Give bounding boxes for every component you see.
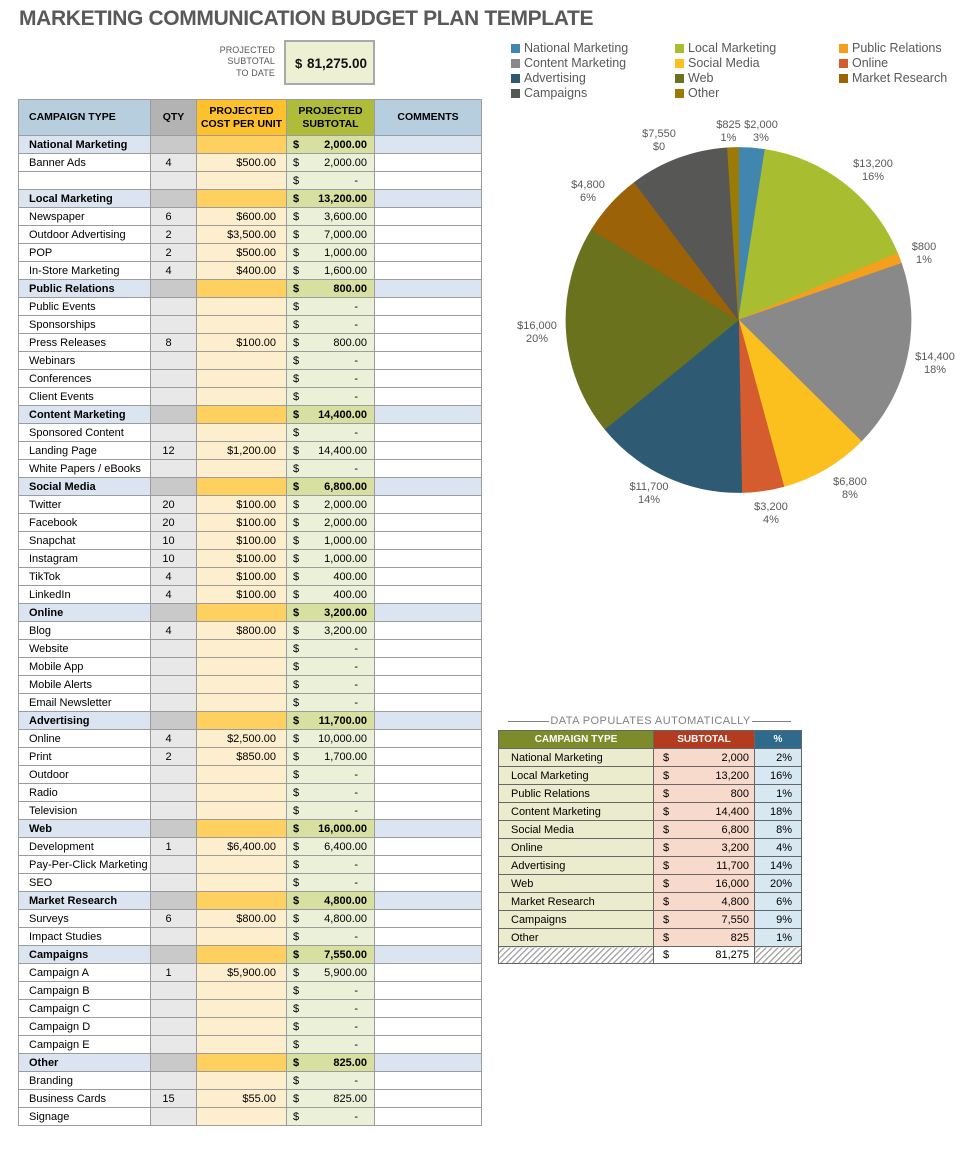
svg-text:14%: 14% (638, 494, 660, 506)
svg-text:$2,000: $2,000 (744, 119, 778, 131)
svg-text:$11,700: $11,700 (630, 481, 669, 493)
svg-text:$7,550: $7,550 (642, 128, 676, 140)
svg-text:$16,000: $16,000 (517, 320, 557, 332)
svg-text:$14,400: $14,400 (915, 351, 955, 363)
svg-text:$6,800: $6,800 (833, 476, 867, 488)
svg-text:6%: 6% (580, 192, 596, 204)
svg-text:18%: 18% (924, 364, 946, 376)
svg-text:3%: 3% (753, 132, 769, 144)
svg-text:16%: 16% (862, 171, 884, 183)
svg-text:4%: 4% (763, 514, 779, 526)
svg-text:1%: 1% (721, 132, 737, 144)
svg-text:1%: 1% (916, 254, 932, 266)
svg-text:20%: 20% (526, 333, 548, 345)
svg-text:$13,200: $13,200 (853, 158, 893, 170)
svg-text:$800: $800 (912, 241, 936, 253)
svg-text:$3,200: $3,200 (754, 501, 788, 513)
svg-text:$4,800: $4,800 (571, 179, 605, 191)
svg-text:$825: $825 (716, 119, 740, 131)
svg-text:8%: 8% (842, 489, 858, 501)
svg-text:$0: $0 (653, 141, 665, 153)
